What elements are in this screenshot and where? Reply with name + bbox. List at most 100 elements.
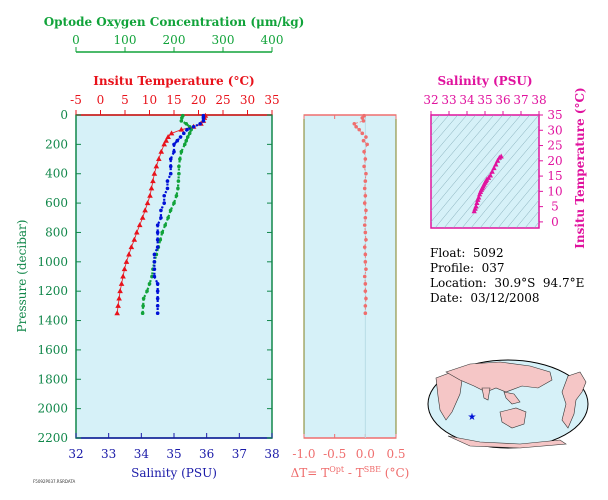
oxygen-point (172, 201, 176, 205)
oxygen-point (187, 131, 192, 136)
profile-data-marks (114, 112, 209, 316)
temperature-point (114, 310, 120, 316)
salinity-point (201, 116, 206, 120)
oxygen-point (176, 186, 180, 191)
delta-point (363, 304, 368, 308)
temperature-point (120, 273, 126, 279)
temperature-point (153, 163, 160, 169)
density-contour (434, 115, 531, 228)
ts-point (476, 194, 482, 200)
delta-point (363, 193, 368, 198)
temperature-point (165, 134, 171, 140)
temperature-axis-ticks: -5 0 5 10 15 20 25 30 35 (70, 93, 280, 116)
delta-plot-area (303, 114, 397, 439)
location-map: ★ (427, 359, 589, 449)
delta-point (362, 245, 367, 249)
delta-point (363, 230, 368, 235)
ts-point (487, 172, 493, 178)
delta-point (354, 124, 358, 129)
salinity-point (185, 127, 189, 132)
delta-tick-label: -0.5 (323, 447, 346, 461)
pressure-tick-label: 800 (45, 225, 68, 239)
pressure-tick-label: 1000 (37, 255, 68, 269)
temperature-tick-label: -5 (70, 93, 82, 107)
ts-temperature-tick-label: 30 (547, 123, 562, 137)
map-australia (499, 407, 527, 429)
temperature-tick-label: 20 (191, 93, 206, 107)
ts-plot-area (430, 114, 540, 229)
oxygen-tick-label: 300 (212, 33, 235, 47)
temperature-point (163, 137, 169, 143)
ts-point (495, 157, 501, 163)
oxygen-point (160, 230, 165, 235)
delta-point (357, 127, 362, 132)
oxygen-point (184, 138, 189, 143)
delta-tick-label: 0.0 (356, 447, 375, 461)
float-location-marker: ★ (468, 412, 477, 423)
oxygen-point (178, 157, 182, 161)
delta-point (364, 267, 368, 271)
ts-salinity-tick-label: 35 (477, 93, 492, 107)
ts-temperature-tick-label: 0 (551, 215, 559, 229)
salinity-point (155, 304, 160, 308)
temperature-tick-label: 0 (97, 93, 105, 107)
density-contour (431, 115, 486, 179)
map-land (435, 361, 587, 449)
salinity-point (201, 119, 206, 123)
delta-tick-label: 0.5 (386, 447, 405, 461)
density-contour (431, 115, 477, 169)
salinity-point (155, 289, 160, 293)
ts-temperature-tick-label: 35 (547, 108, 562, 122)
salinity-axis-ticks: 32 33 34 35 36 37 38 (68, 433, 280, 461)
temperature-point (148, 185, 155, 191)
density-contour (506, 188, 539, 228)
oxygen-point (185, 135, 190, 139)
salinity-tick-label: 32 (68, 447, 83, 461)
oxygen-point (158, 237, 163, 242)
temperature-tick-label: 30 (240, 93, 255, 107)
salinity-tick-label: 35 (166, 447, 181, 461)
temperature-tick-label: 5 (121, 93, 129, 107)
temperature-point (151, 170, 158, 176)
temperature-point (123, 258, 130, 264)
ts-point (473, 203, 479, 209)
salinity-point (155, 237, 160, 242)
delta-axis-title: ΔT= TOpt - TSBE (°C) (291, 465, 410, 480)
pressure-tick-label: 0 (60, 108, 68, 122)
delta-point (363, 282, 368, 286)
oxygen-point (147, 282, 152, 286)
delta-panel: -1.0 -0.5 0.0 0.5 ΔT= TOpt - TSBE (°C) (291, 113, 410, 480)
oxygen-point (187, 124, 192, 129)
float-number: Float: 5092 (430, 246, 504, 260)
ts-point (498, 153, 504, 159)
salinity-point (175, 138, 180, 143)
delta-point (362, 164, 366, 169)
density-contour (470, 146, 539, 228)
salinity-point (178, 135, 183, 139)
ts-temperature-tick-label: 10 (547, 184, 562, 198)
salinity-point (152, 252, 157, 257)
temperature-point (139, 214, 146, 220)
temperature-point (150, 178, 156, 184)
pressure-tick-label: 1400 (37, 314, 68, 328)
ts-point (474, 199, 480, 205)
ts-point (493, 161, 499, 167)
temperature-point (142, 207, 148, 213)
profile-date: Date: 03/12/2008 (430, 291, 540, 305)
delta-point (364, 135, 368, 139)
delta-point (361, 119, 366, 123)
delta-point (362, 223, 367, 227)
float-info-box: Float: 5092 Profile: 037 Location: 30.9°… (430, 246, 584, 306)
density-contour (431, 115, 459, 147)
ts-salinity-tick-label: 34 (459, 93, 475, 107)
oxygen-point (168, 208, 173, 213)
ts-data-marks (471, 153, 504, 214)
oxygen-point (174, 193, 179, 198)
salinity-point (155, 245, 160, 249)
map-india (481, 387, 491, 401)
density-contour (533, 221, 539, 228)
ts-salinity-title: Salinity (PSU) (437, 74, 532, 88)
salinity-point (162, 201, 166, 205)
